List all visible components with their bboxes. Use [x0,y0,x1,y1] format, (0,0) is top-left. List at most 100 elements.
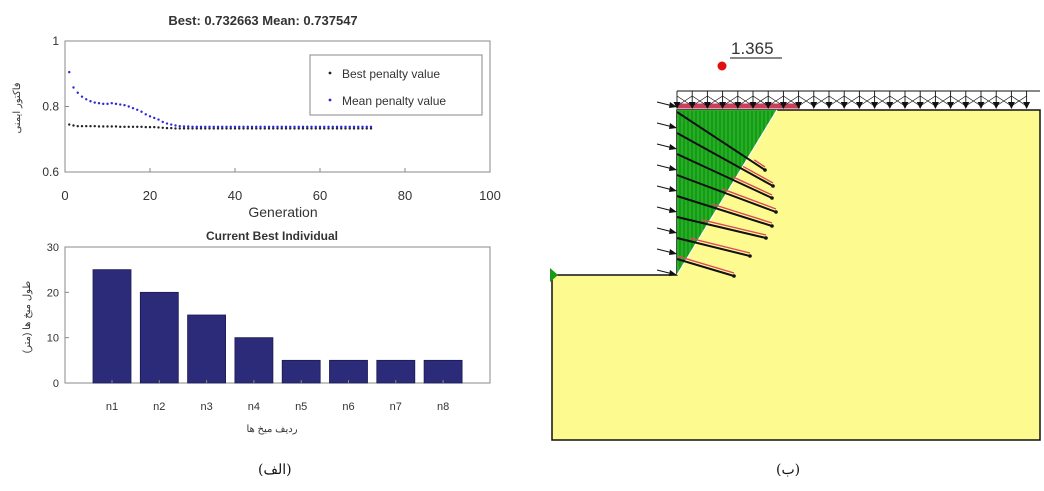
face-arrow-head-icon [669,228,677,234]
mean-penalty-point [68,70,71,74]
mean-penalty-point [323,125,326,129]
legend-marker-best [328,71,332,75]
best-penalty-point [80,124,84,128]
mean-penalty-point [187,125,190,128]
surcharge-cross-b [768,95,784,107]
face-arrow-head-icon [669,102,677,108]
mean-penalty-point [106,102,109,106]
mean-penalty-point [267,125,271,129]
bar-category-label: n2 [153,401,165,413]
mean-penalty-point [208,125,211,129]
mean-penalty-point [289,125,292,129]
surcharge-arrow-head-icon [992,102,1000,109]
mean-penalty-point [340,125,343,129]
mean-penalty-point [110,102,113,105]
bar-n3 [187,314,227,384]
surcharge-arrow-head-icon [719,102,727,109]
y-tick-label: 0.6 [42,165,59,179]
mean-penalty-point [89,100,92,103]
bar-n7 [376,359,416,384]
bar-x-axis-label: ردیف میخ ها [246,424,297,435]
mean-penalty-point [114,102,118,106]
nail-bond-outline [701,219,767,236]
mean-penalty-point [276,125,279,129]
nail-end [748,254,752,258]
mean-penalty-point [310,125,313,129]
surcharge-cross-b [980,95,997,107]
x-tick-label: 100 [479,188,501,203]
legend: Best penalty value Mean penalty value [309,54,483,116]
nail-end [763,168,767,172]
x-axis-label: Generation [248,204,317,220]
mean-penalty-point [148,115,152,118]
bar-y-tick-label: 20 [47,287,59,299]
bar-y-axis-label: طول میخ ها (متر) [22,281,33,353]
mean-penalty-point [365,125,368,129]
mean-penalty-point [314,125,317,129]
mean-penalty-point [204,125,207,129]
mean-penalty-point [131,106,135,110]
best-penalty-point [187,127,190,130]
bar-n1 [92,269,132,384]
bar-y-tick-label: 30 [47,242,59,254]
mean-penalty-point [165,122,169,125]
x-tick-label: 60 [313,188,327,203]
surcharge-cross-b [996,95,1012,107]
surcharge-cross-b [950,95,966,107]
mean-penalty-point [297,125,300,129]
bar-category-label: n4 [248,401,260,413]
best-penalty-point [119,125,122,129]
surcharge-arrow-head-icon [703,102,711,109]
surcharge-cross-b [965,95,982,107]
surcharge-cross-b [935,95,951,107]
mean-penalty-point [306,125,309,129]
mean-penalty-point [182,125,186,128]
bar-x-ticks: n1 n2 n3 n4 n5 n6 n7 n8 [106,380,449,413]
mean-penalty-point [331,125,334,129]
best-penalty-point [131,125,135,129]
soil-nail [676,237,751,257]
caption-left: (الف) [258,462,292,478]
surcharge-arrow-head-icon [916,102,924,109]
bars [92,269,463,384]
best-penalty-point [68,123,71,126]
mean-penalty-point [284,125,288,129]
mean-penalty-point [212,125,215,129]
best-penalty-point [165,126,169,130]
nail-end [770,196,774,200]
legend-label-mean: Mean penalty value [342,94,446,108]
surcharge-cross-b [783,95,799,107]
face-load-arrows [656,101,677,276]
surcharge-cross-b [904,95,921,107]
x-tick-label: 40 [228,188,242,203]
mean-penalty-point [72,86,75,89]
mean-penalty-point [102,102,105,106]
best-penalty-point [161,126,164,129]
mean-penalty-point [144,113,147,116]
best-penalty-point [85,124,88,128]
best-penalty-point [170,126,173,130]
nail-bond-outline [732,176,773,196]
mean-penalty-point [123,103,126,107]
soil-mass [551,109,1041,441]
mean-penalty-point [318,125,322,129]
data-points [68,70,373,130]
slope-model: 1.365 [550,39,1041,441]
surcharge-arrow-head-icon [795,102,803,109]
mean-penalty-point [170,123,173,126]
mean-penalty-point [259,125,262,129]
nail-end [764,236,768,240]
nail-bond-outline [711,203,773,224]
surcharge-cross-b [692,95,708,107]
soil-nail [676,195,773,227]
mean-penalty-point [301,125,305,129]
surcharge-cross-b [1011,95,1027,107]
bar-category-label: n1 [106,401,118,413]
bar-n4 [234,337,274,384]
surcharge-cross-b [859,95,875,107]
y-axis-label: فاکتور ایمنی [12,82,23,133]
mean-penalty-point [246,125,249,129]
mean-penalty-point [221,125,224,129]
surcharge-arrow-head-icon [749,102,757,109]
surcharge-cross-b [752,95,769,107]
